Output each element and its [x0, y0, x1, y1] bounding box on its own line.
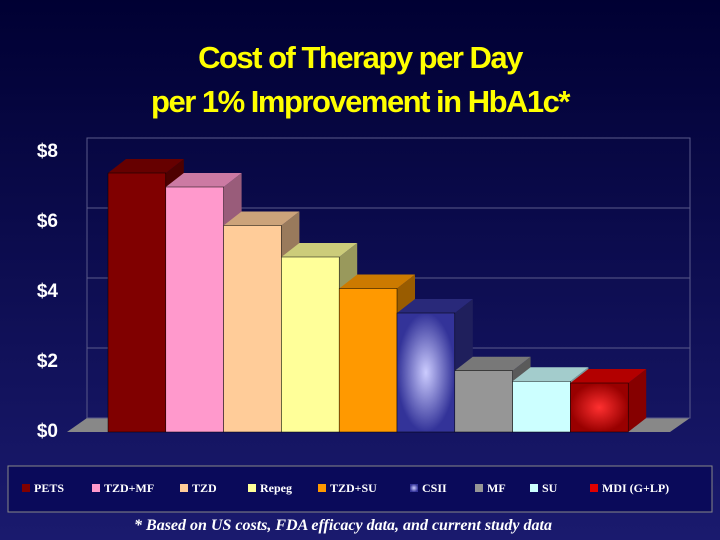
footnote: * Based on US costs, FDA efficacy data, … [134, 517, 552, 534]
bar-top [281, 243, 358, 257]
bar-top [397, 299, 473, 313]
bar-top [339, 274, 415, 289]
y-tick-label: $2 [37, 351, 58, 372]
legend-swatch [475, 484, 483, 492]
legend-swatch [590, 484, 598, 492]
legend-label: TZD+SU [330, 481, 377, 495]
legend-swatch [318, 484, 326, 492]
bar-top [165, 173, 242, 187]
legend-swatch [92, 484, 100, 492]
legend-swatch [180, 484, 188, 492]
legend-label: Repeg [260, 481, 292, 495]
legend-swatch [248, 484, 256, 492]
bar-top [454, 356, 531, 371]
y-tick-label: $6 [37, 211, 58, 232]
chart-title: Cost of Therapy per Day [198, 40, 524, 75]
legend-label: PETS [34, 481, 64, 495]
chart-title: per 1% Improvement in HbA1c* [151, 84, 571, 119]
bar-top [108, 159, 184, 173]
legend-label: TZD [192, 481, 217, 495]
bar [338, 288, 398, 433]
bar [165, 186, 224, 433]
legend-label: CSII [422, 481, 447, 495]
bar [281, 256, 340, 433]
legend-swatch [22, 484, 30, 492]
legend-label: TZD+MF [104, 481, 154, 495]
bar [512, 381, 571, 433]
y-tick-label: $4 [37, 281, 59, 302]
bar [454, 370, 513, 433]
bar-top [223, 211, 300, 226]
bar [570, 382, 629, 433]
legend-swatch [530, 484, 538, 492]
legend-label: MF [487, 481, 506, 495]
bar-top [570, 369, 647, 383]
bar [107, 172, 167, 433]
legend-swatch [410, 484, 418, 492]
bar-side [628, 369, 647, 432]
y-tick-label: $0 [37, 421, 58, 442]
legend-label: MDI (G+LP) [602, 481, 669, 495]
legend-label: SU [542, 481, 558, 495]
bar-top [512, 367, 589, 382]
bar [223, 225, 282, 433]
bar [396, 312, 456, 433]
y-tick-label: $8 [37, 141, 58, 162]
